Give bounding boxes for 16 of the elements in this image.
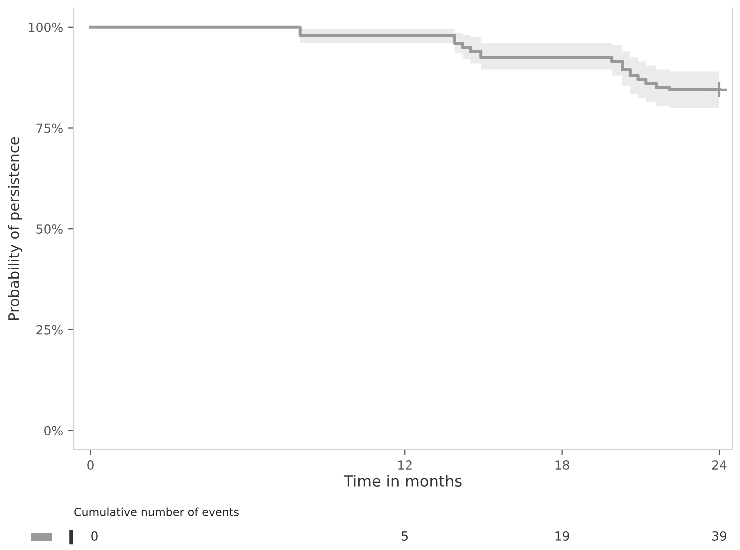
x-tick-label: 18 xyxy=(556,460,570,470)
y-tick-label: 0% xyxy=(44,426,63,436)
x-tick-label: 12 xyxy=(398,460,412,470)
text: 19 xyxy=(556,532,570,541)
x-tick-label: 0 xyxy=(88,460,94,470)
y-tick-label: 25% xyxy=(36,325,63,335)
y-tick-label: 100% xyxy=(29,22,63,32)
x-axis-title: Time in months xyxy=(344,475,462,488)
y-tick-label: 50% xyxy=(36,224,63,234)
y-tick-label: 75% xyxy=(36,124,63,134)
text: Cumulative number of events xyxy=(74,508,239,516)
text: 0 xyxy=(92,532,98,541)
x-tick-label: 24 xyxy=(712,460,727,470)
text: 5 xyxy=(402,532,408,541)
y-axis-title: Probability of persistence xyxy=(8,137,22,320)
text: 39 xyxy=(712,532,727,541)
